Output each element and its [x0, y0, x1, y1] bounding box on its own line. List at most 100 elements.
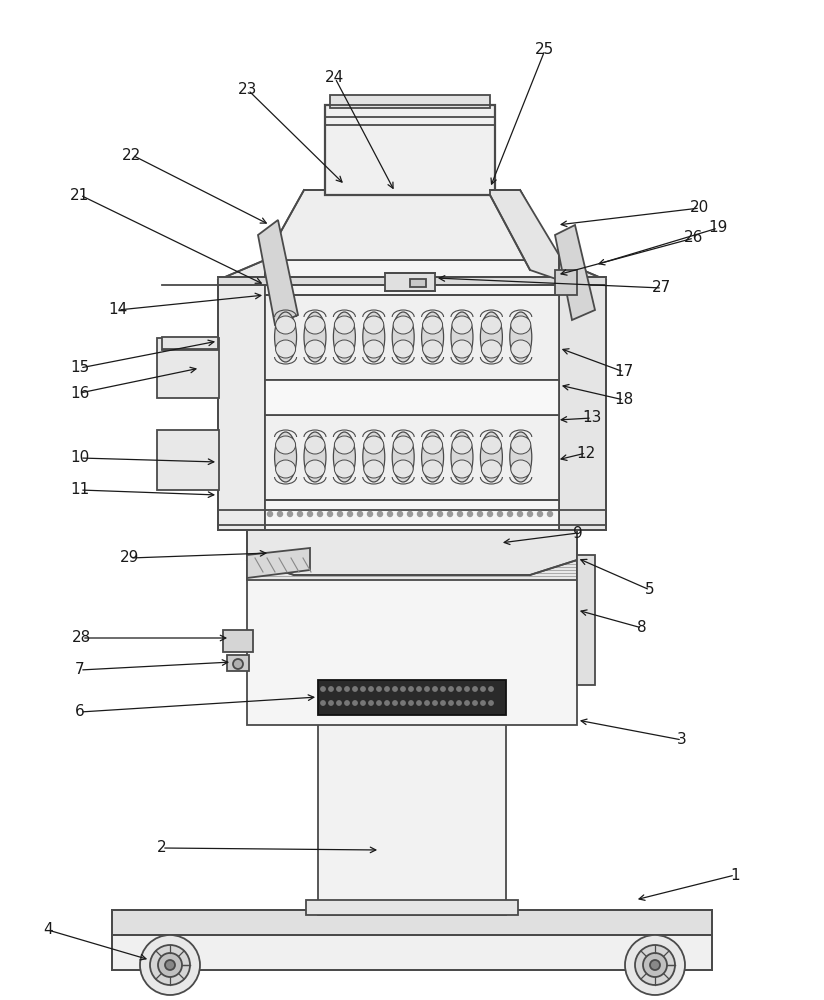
- Circle shape: [489, 701, 494, 705]
- Polygon shape: [247, 548, 310, 578]
- Ellipse shape: [510, 432, 531, 482]
- Circle shape: [477, 512, 483, 516]
- Circle shape: [321, 687, 325, 691]
- Circle shape: [508, 512, 513, 516]
- Ellipse shape: [304, 432, 326, 482]
- Ellipse shape: [452, 436, 472, 454]
- Bar: [577, 555, 595, 685]
- Circle shape: [337, 701, 341, 705]
- Ellipse shape: [363, 340, 384, 358]
- Text: 19: 19: [709, 221, 728, 235]
- Ellipse shape: [393, 436, 413, 454]
- Circle shape: [393, 701, 397, 705]
- Circle shape: [449, 687, 453, 691]
- Circle shape: [441, 687, 445, 691]
- Circle shape: [517, 512, 522, 516]
- Bar: [306, 712, 518, 722]
- Circle shape: [385, 701, 389, 705]
- Ellipse shape: [511, 436, 531, 454]
- Circle shape: [377, 701, 382, 705]
- Ellipse shape: [393, 460, 413, 478]
- Circle shape: [417, 701, 421, 705]
- Ellipse shape: [363, 312, 385, 362]
- Circle shape: [400, 687, 405, 691]
- Ellipse shape: [451, 312, 473, 362]
- Circle shape: [140, 935, 200, 995]
- Text: 8: 8: [637, 620, 647, 636]
- Text: 4: 4: [43, 922, 53, 938]
- Circle shape: [467, 512, 472, 516]
- Circle shape: [329, 687, 333, 691]
- Circle shape: [317, 512, 322, 516]
- Circle shape: [369, 701, 373, 705]
- Ellipse shape: [393, 316, 413, 334]
- Circle shape: [387, 512, 392, 516]
- Ellipse shape: [422, 432, 443, 482]
- Circle shape: [329, 701, 333, 705]
- Ellipse shape: [275, 316, 296, 334]
- Text: 25: 25: [536, 42, 555, 57]
- Circle shape: [447, 512, 452, 516]
- Circle shape: [393, 687, 397, 691]
- Text: 21: 21: [70, 188, 90, 202]
- Circle shape: [428, 512, 433, 516]
- Circle shape: [348, 512, 353, 516]
- Text: 24: 24: [325, 70, 344, 86]
- Ellipse shape: [481, 436, 501, 454]
- Text: 29: 29: [120, 550, 140, 566]
- Circle shape: [425, 687, 429, 691]
- Ellipse shape: [275, 436, 296, 454]
- Circle shape: [158, 953, 182, 977]
- Bar: [265, 380, 559, 415]
- Circle shape: [268, 512, 273, 516]
- Ellipse shape: [275, 340, 296, 358]
- Circle shape: [433, 701, 438, 705]
- Text: 18: 18: [615, 392, 634, 408]
- Text: 23: 23: [238, 83, 258, 98]
- Text: 10: 10: [70, 450, 90, 466]
- Circle shape: [353, 687, 357, 691]
- Ellipse shape: [274, 312, 297, 362]
- Circle shape: [353, 701, 357, 705]
- Circle shape: [441, 701, 445, 705]
- Bar: [318, 680, 506, 715]
- Ellipse shape: [423, 340, 442, 358]
- Text: 14: 14: [109, 302, 128, 318]
- Ellipse shape: [481, 460, 501, 478]
- Polygon shape: [490, 190, 559, 280]
- Bar: [223, 630, 253, 652]
- Polygon shape: [559, 260, 606, 530]
- Circle shape: [288, 512, 293, 516]
- Ellipse shape: [335, 316, 354, 334]
- Circle shape: [338, 512, 343, 516]
- Circle shape: [361, 687, 365, 691]
- Ellipse shape: [275, 460, 296, 478]
- Circle shape: [449, 701, 453, 705]
- Ellipse shape: [451, 432, 473, 482]
- Circle shape: [498, 512, 503, 516]
- Text: 17: 17: [615, 364, 634, 379]
- Circle shape: [397, 512, 402, 516]
- Text: 6: 6: [75, 704, 85, 720]
- Circle shape: [473, 701, 477, 705]
- Polygon shape: [112, 935, 712, 970]
- Bar: [306, 900, 518, 915]
- Circle shape: [297, 512, 302, 516]
- Ellipse shape: [363, 436, 384, 454]
- Circle shape: [385, 687, 389, 691]
- Circle shape: [233, 659, 243, 669]
- Circle shape: [480, 687, 485, 691]
- Circle shape: [408, 512, 413, 516]
- Ellipse shape: [363, 316, 384, 334]
- Circle shape: [625, 935, 685, 995]
- Circle shape: [307, 512, 312, 516]
- Circle shape: [527, 512, 532, 516]
- Circle shape: [438, 512, 442, 516]
- Text: 13: 13: [583, 410, 602, 426]
- Ellipse shape: [481, 340, 501, 358]
- Bar: [162, 337, 218, 349]
- Circle shape: [537, 512, 542, 516]
- Text: 28: 28: [73, 631, 91, 646]
- Ellipse shape: [511, 316, 531, 334]
- Circle shape: [425, 701, 429, 705]
